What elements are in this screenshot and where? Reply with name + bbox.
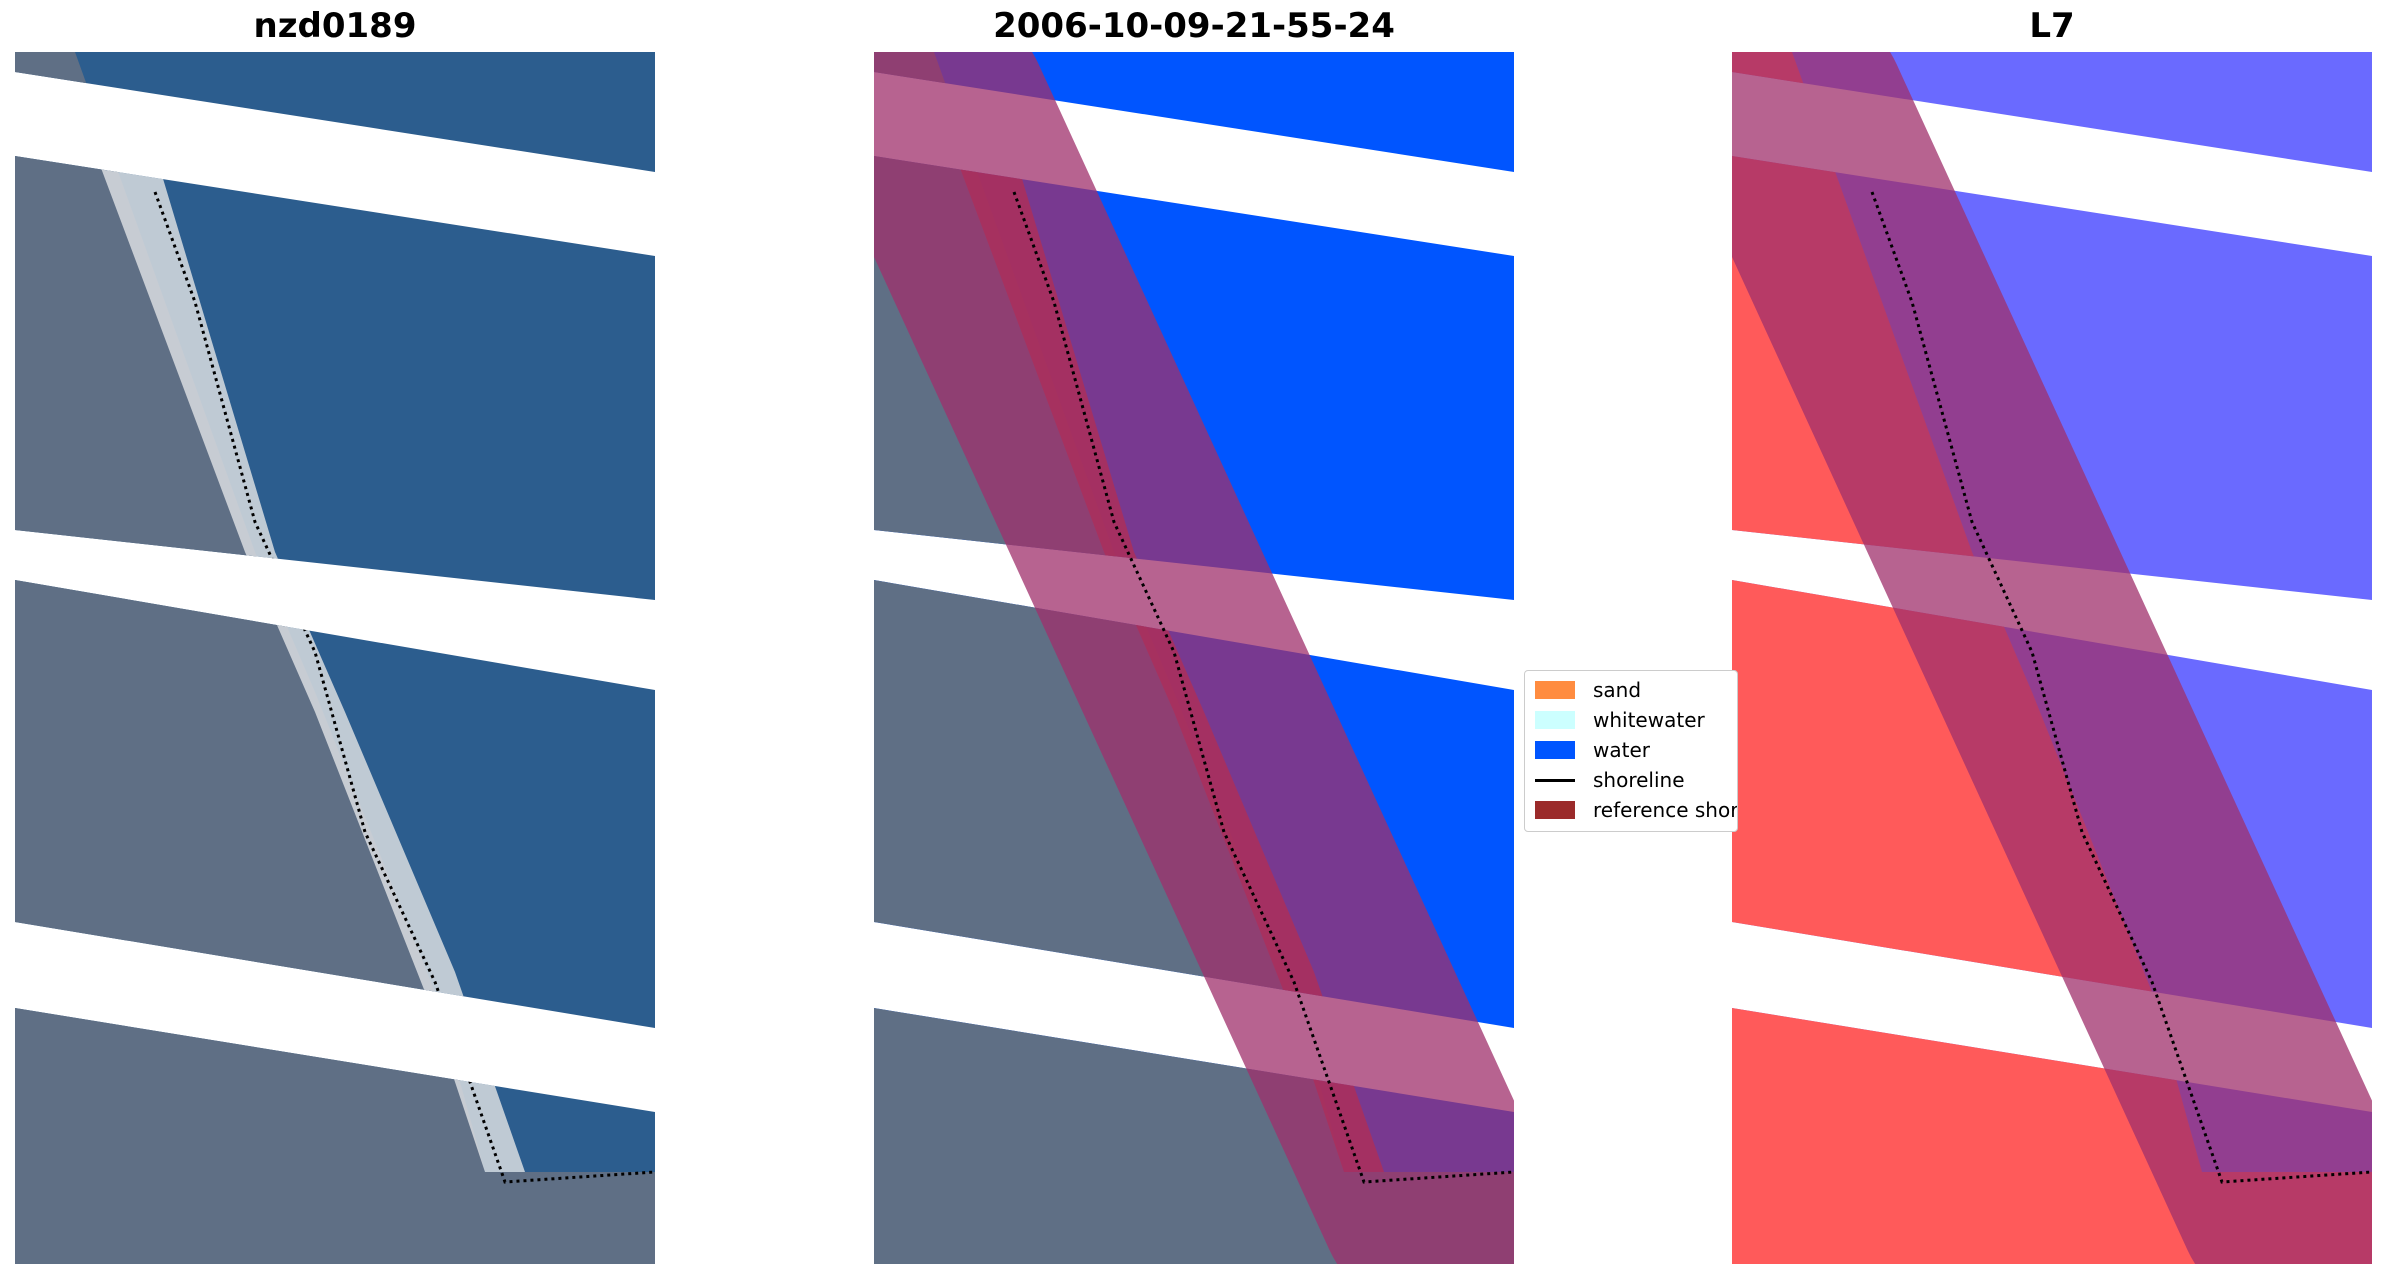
legend-item-sand: sand	[1525, 675, 1641, 705]
panel-title-sensor: L7	[2029, 6, 2075, 46]
legend-item-whitewater: whitewater	[1525, 705, 1705, 735]
sand-swatch	[1535, 681, 1575, 699]
whitewater-swatch	[1535, 711, 1575, 729]
classified-image-panel	[874, 52, 1514, 1264]
legend-label: shoreline	[1593, 768, 1685, 792]
l7-image-panel	[1732, 52, 2372, 1264]
panel-title-date: 2006-10-09-21-55-24	[993, 6, 1395, 46]
legend-item-reference-shoreline: reference shoreline	[1525, 795, 1738, 825]
legend: sand whitewater water shoreline referenc…	[1524, 670, 1738, 832]
shoreline-swatch	[1535, 778, 1575, 782]
legend-item-water: water	[1525, 735, 1650, 765]
legend-label: water	[1593, 738, 1650, 762]
legend-item-shoreline: shoreline	[1525, 765, 1685, 795]
legend-label: sand	[1593, 678, 1642, 702]
legend-label: reference shoreline	[1593, 798, 1738, 822]
panel-title-rgb: nzd0189	[253, 6, 417, 46]
reference-shoreline-swatch	[1535, 801, 1575, 819]
legend-label: whitewater	[1593, 708, 1705, 732]
water-swatch	[1535, 741, 1575, 759]
rgb-image-panel	[15, 52, 655, 1264]
